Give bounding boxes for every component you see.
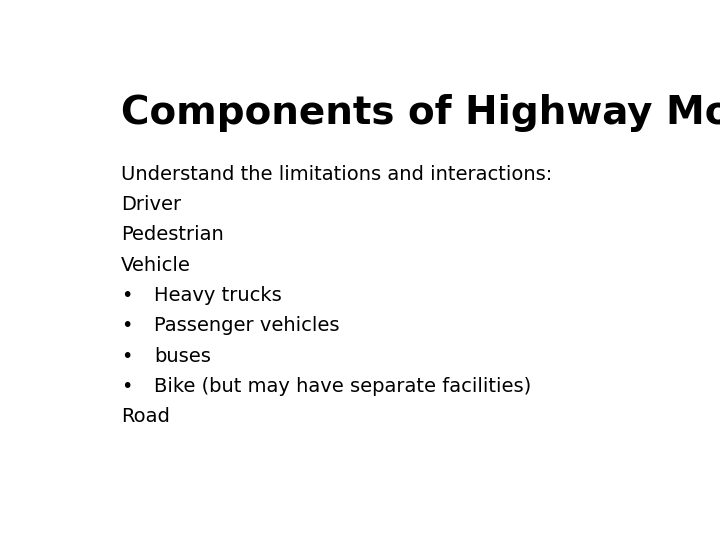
Text: Road: Road [121,407,170,427]
Text: •: • [121,347,132,366]
Text: •: • [121,286,132,305]
Text: Pedestrian: Pedestrian [121,225,223,244]
Text: •: • [121,377,132,396]
Text: Heavy trucks: Heavy trucks [154,286,282,305]
Text: •: • [121,316,132,335]
Text: Driver: Driver [121,195,181,214]
Text: Components of Highway Mode: Components of Highway Mode [121,94,720,132]
Text: buses: buses [154,347,211,366]
Text: Understand the limitations and interactions:: Understand the limitations and interacti… [121,165,552,184]
Text: Vehicle: Vehicle [121,255,191,275]
Text: Bike (but may have separate facilities): Bike (but may have separate facilities) [154,377,531,396]
Text: Passenger vehicles: Passenger vehicles [154,316,340,335]
